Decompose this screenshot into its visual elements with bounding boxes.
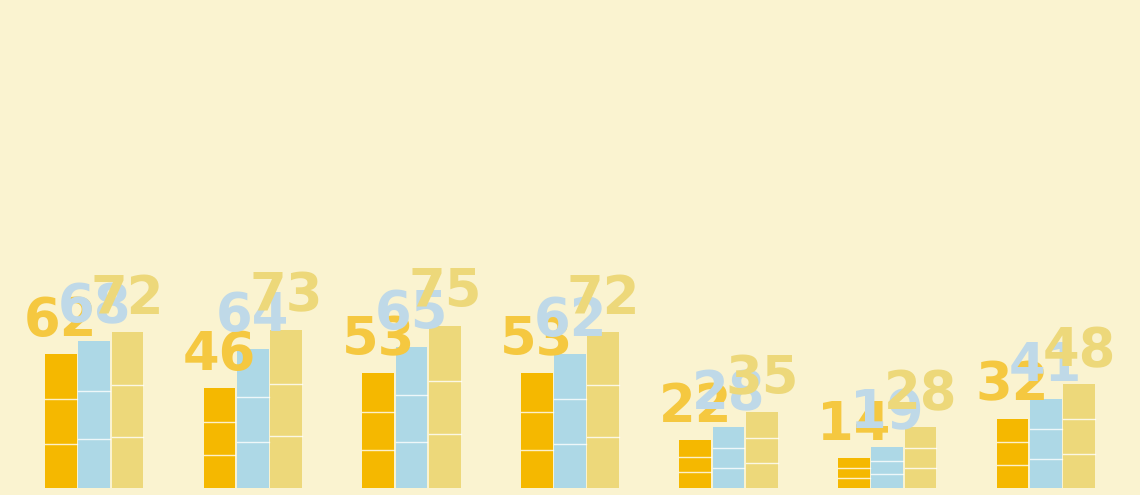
Text: 72: 72 (91, 273, 164, 325)
Bar (712, 428, 744, 488)
Text: 22: 22 (659, 381, 732, 433)
Text: 73: 73 (250, 271, 323, 323)
Bar (746, 412, 777, 488)
Text: 65: 65 (375, 288, 448, 340)
Text: 48: 48 (1042, 325, 1116, 377)
Text: 46: 46 (182, 329, 256, 381)
Text: 68: 68 (57, 282, 131, 334)
Bar (838, 458, 870, 488)
Text: 28: 28 (692, 368, 765, 420)
Bar (237, 349, 269, 488)
Bar (396, 347, 428, 488)
Bar (204, 389, 235, 488)
Bar (1064, 384, 1096, 488)
Bar (871, 447, 903, 488)
Bar (679, 441, 711, 488)
Text: 41: 41 (1009, 340, 1083, 392)
Bar (363, 373, 394, 488)
Bar (996, 419, 1028, 488)
Bar (554, 354, 586, 488)
Text: 53: 53 (341, 314, 415, 366)
Text: 35: 35 (725, 353, 799, 405)
Text: 19: 19 (850, 388, 923, 440)
Text: 75: 75 (408, 266, 481, 318)
Text: 28: 28 (884, 368, 958, 420)
Bar (44, 354, 76, 488)
Bar (521, 373, 553, 488)
Text: 53: 53 (500, 314, 573, 366)
Bar (270, 330, 302, 488)
Text: 72: 72 (567, 273, 640, 325)
Text: 64: 64 (217, 290, 290, 342)
Bar (587, 332, 619, 488)
Bar (905, 428, 936, 488)
Bar (112, 332, 144, 488)
Bar (1029, 399, 1061, 488)
Text: 14: 14 (817, 398, 890, 450)
Bar (79, 341, 111, 488)
Bar (429, 326, 461, 488)
Text: 62: 62 (24, 295, 98, 346)
Text: 62: 62 (534, 295, 606, 346)
Text: 32: 32 (976, 359, 1049, 411)
